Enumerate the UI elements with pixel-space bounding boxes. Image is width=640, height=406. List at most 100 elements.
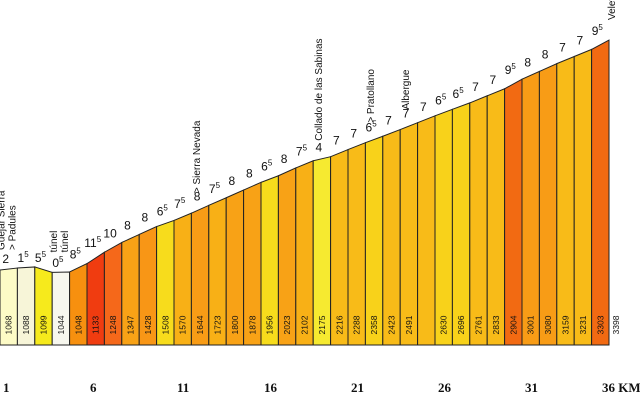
gradient-label: 7 (559, 41, 566, 55)
km-tick-label: 26 (438, 380, 452, 395)
elevation-label: 3159 (561, 315, 571, 334)
place-label: > Pratollano (366, 69, 377, 123)
gradient-label: 8 (229, 174, 236, 188)
gradient-label: 75 (174, 196, 186, 211)
elevation-label: 2761 (474, 315, 484, 334)
elevation-label: 3231 (578, 315, 588, 334)
elevation-label: 1088 (21, 315, 31, 334)
elevation-label: 3001 (526, 315, 536, 334)
elevation-label: 1347 (126, 315, 136, 334)
elevation-label: 2175 (317, 315, 327, 334)
final-elevation-label: 3398 (611, 315, 621, 334)
elevation-label: 1508 (160, 315, 170, 334)
elevation-label: 2358 (369, 315, 379, 334)
elevation-label: 2630 (439, 315, 449, 334)
elevation-bar (399, 121, 419, 346)
elevation-bar (451, 102, 471, 346)
elevation-bar (434, 108, 453, 346)
elevation-label: 1956 (265, 315, 275, 334)
elevation-label: 1248 (108, 315, 118, 334)
elevation-label: 2102 (300, 315, 310, 334)
elevation-bar (556, 55, 575, 346)
elevation-bar (417, 115, 436, 346)
km-tick-label: 31 (525, 380, 538, 395)
elevation-label: 1723 (213, 315, 223, 334)
elevation-label: 1068 (4, 315, 14, 334)
place-label: túnel (60, 231, 71, 253)
elevation-bar (573, 48, 593, 346)
gradient-label: 7 (350, 127, 357, 141)
gradient-label: 95 (505, 62, 517, 77)
elevation-label: 2491 (404, 315, 414, 334)
gradient-label: 7 (333, 134, 340, 148)
gradient-label: 10 (103, 226, 117, 240)
elevation-bar (382, 128, 401, 346)
gradient-label: 2 (2, 252, 9, 266)
elevation-label: 1428 (143, 315, 153, 334)
km-tick-label: 36 KM (602, 380, 640, 395)
elevation-label: 1048 (73, 315, 83, 334)
gradient-label: 4 (316, 141, 323, 155)
gradient-label: 7 (403, 107, 410, 121)
gradient-label: 85 (70, 247, 82, 262)
elevation-bar (486, 88, 506, 346)
km-tick-label: 16 (264, 380, 278, 395)
elevation-bar (504, 78, 523, 346)
gradient-label: 8 (281, 152, 288, 166)
km-tick-label: 6 (90, 380, 97, 395)
gradient-label: 95 (592, 23, 604, 38)
gradient-label: 15 (18, 250, 30, 265)
elevation-bar (538, 62, 558, 346)
gradient-label: 8 (124, 218, 131, 232)
elevation-label: 2696 (456, 315, 466, 334)
elevation-bar (521, 70, 540, 346)
place-label: > Sierra Nevada (192, 120, 203, 193)
gradient-label: 65 (453, 86, 465, 101)
gradient-label: 65 (366, 119, 378, 134)
gradient-label: 7 (577, 33, 584, 47)
place-label: Collado de las Sabinas (314, 38, 325, 140)
elevation-label: 2216 (334, 315, 344, 334)
gradient-label: 7 (472, 80, 479, 94)
gradient-label: 8 (194, 189, 201, 203)
km-tick-label: 11 (177, 380, 189, 395)
elevation-label: 2833 (491, 315, 501, 334)
place-label: Albergue (401, 69, 412, 109)
elevation-label: 1878 (247, 315, 257, 334)
gradient-label: 55 (35, 250, 47, 265)
place-label: Güéjar Sierra (0, 190, 8, 250)
gradient-label: 65 (157, 203, 169, 218)
place-label: túnel (49, 231, 60, 253)
elevation-label: 1800 (230, 315, 240, 334)
gradient-label: 7 (490, 73, 497, 87)
elevation-label: 2423 (387, 315, 397, 334)
gradient-label: 8 (142, 211, 149, 225)
gradient-label: 75 (209, 181, 221, 196)
gradient-label: 7 (385, 114, 392, 128)
elevation-label: 3080 (543, 315, 553, 334)
gradient-label: 65 (261, 159, 273, 174)
gradient-label: 8 (542, 48, 549, 62)
gradient-label: 7 (420, 100, 427, 114)
elevation-label: 2904 (508, 315, 518, 334)
gradient-label: 65 (435, 92, 447, 107)
elevation-label: 1133 (91, 316, 101, 335)
elevation-bar (347, 141, 366, 346)
elevation-bar (469, 95, 488, 346)
gradient-label: 115 (84, 235, 101, 250)
gradient-label: 75 (296, 144, 308, 159)
elevation-label: 1099 (39, 315, 49, 334)
elevation-label: 1570 (178, 315, 188, 334)
place-label: > Padules (8, 205, 19, 250)
km-tick-label: 21 (351, 380, 364, 395)
gradient-label: 05 (52, 255, 64, 270)
elevation-label: 2288 (352, 315, 362, 334)
gradient-label: 8 (524, 55, 531, 69)
elevation-bar (591, 39, 610, 346)
elevation-label: 3303 (595, 315, 605, 334)
elevation-label: 1644 (195, 315, 205, 334)
elevation-label: 2023 (282, 315, 292, 334)
elevation-label: 1044 (56, 315, 66, 334)
place-label: Veleta (607, 0, 618, 20)
